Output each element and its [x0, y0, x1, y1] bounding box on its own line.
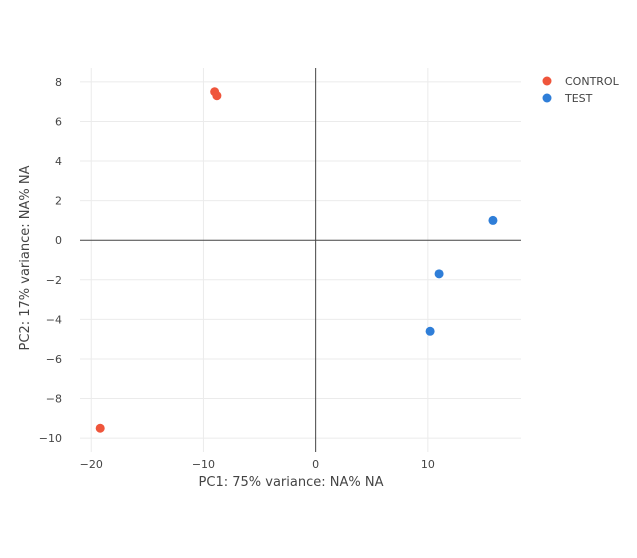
y-tick-label: 6: [55, 115, 62, 128]
legend-label[interactable]: CONTROL: [565, 75, 620, 88]
y-tick-label: −4: [46, 313, 62, 326]
legend-marker-control[interactable]: [542, 76, 552, 86]
data-point-test[interactable]: [434, 269, 444, 279]
legend-marker-test[interactable]: [542, 93, 552, 103]
y-tick-label: −8: [46, 393, 62, 406]
y-tick-label: −10: [39, 432, 62, 445]
legend: CONTROL TEST: [542, 75, 620, 105]
x-tick-label: 10: [421, 458, 435, 471]
x-axis-title: PC1: 75% variance: NA% NA: [199, 475, 384, 490]
y-tick-label: −2: [46, 274, 62, 287]
y-axis-title: PC2: 17% variance: NA% NA: [18, 165, 33, 350]
y-tick-label: 8: [55, 76, 62, 89]
x-tick-label: 0: [312, 458, 319, 471]
data-point-control[interactable]: [212, 91, 222, 101]
y-tick-label: 2: [55, 195, 62, 208]
legend-label[interactable]: TEST: [564, 92, 593, 105]
x-tick-label: −10: [192, 458, 215, 471]
y-tick-label: 0: [55, 234, 62, 247]
x-tick-label: −20: [80, 458, 103, 471]
zero-lines: [80, 68, 521, 452]
y-tick-label: −6: [46, 353, 62, 366]
tick-labels: −20 −10 0 10 8 6 4 2 0 −2 −4 −6 −8 −10: [39, 76, 435, 471]
data-point-test[interactable]: [488, 215, 498, 225]
grid-layer: [80, 68, 521, 452]
data-point-control[interactable]: [95, 423, 105, 433]
data-points: [95, 87, 498, 433]
y-tick-label: 4: [55, 155, 62, 168]
data-point-test[interactable]: [425, 326, 435, 336]
